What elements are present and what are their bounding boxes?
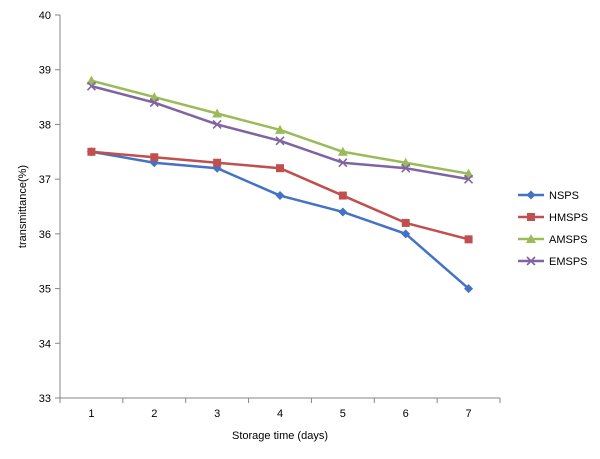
y-tick-label: 38 (39, 119, 51, 131)
y-tick-label: 35 (39, 284, 51, 296)
series-line-nsps (91, 150, 470, 290)
data-point (464, 174, 474, 184)
y-tick-label: 34 (39, 338, 51, 350)
legend-item-emsps: EMSPS (518, 256, 588, 268)
data-point (401, 229, 411, 239)
data-point (338, 207, 348, 217)
legend-item-nsps: NSPS (518, 190, 579, 202)
legend: NSPS HMSPS AMSPS EMSPS (518, 190, 588, 268)
x-axis-ticks: 1 2 3 4 5 6 7 (59, 398, 501, 420)
data-point (87, 147, 96, 156)
x-tick-label: 4 (277, 408, 283, 420)
y-tick-label: 37 (39, 174, 51, 186)
data-point (275, 191, 285, 201)
data-point (275, 136, 285, 146)
x-axis-title: Storage time (days) (232, 430, 328, 442)
data-point (338, 191, 347, 200)
legend-label: EMSPS (549, 256, 588, 268)
series-amsps (86, 75, 474, 178)
x-tick-label: 7 (466, 408, 472, 420)
data-point (212, 108, 223, 118)
y-tick-label: 36 (39, 229, 51, 241)
x-tick-label: 3 (214, 408, 220, 420)
legend-label: HMSPS (549, 212, 588, 224)
legend-marker (526, 234, 536, 243)
data-point (213, 158, 222, 167)
x-tick-label: 1 (88, 408, 94, 420)
data-point (338, 158, 348, 168)
data-point (400, 157, 411, 167)
data-point (401, 163, 411, 173)
data-point (150, 153, 159, 162)
x-tick-label: 2 (151, 408, 157, 420)
data-point (86, 75, 97, 85)
x-tick-label: 6 (403, 408, 409, 420)
data-point (337, 146, 348, 156)
legend-item-hmsps: HMSPS (518, 212, 588, 224)
data-point (463, 168, 474, 178)
data-point (464, 235, 473, 244)
legend-marker (526, 190, 536, 200)
data-point (401, 218, 410, 227)
series-hmsps (87, 147, 473, 244)
data-point (276, 164, 284, 173)
y-axis-ticks: 33 34 35 36 37 38 39 40 (39, 10, 60, 405)
series-group (86, 75, 474, 294)
data-point (149, 92, 160, 102)
data-point (464, 284, 474, 294)
data-point (149, 97, 159, 108)
y-tick-label: 33 (39, 393, 51, 405)
legend-marker (526, 256, 536, 266)
x-tick-label: 5 (340, 408, 346, 420)
legend-marker (527, 213, 535, 221)
y-tick-label: 40 (39, 10, 51, 22)
legend-label: AMSPS (549, 234, 588, 246)
y-tick-label: 39 (39, 65, 51, 77)
legend-label: NSPS (549, 190, 579, 202)
data-point (212, 119, 222, 129)
data-point (86, 81, 96, 91)
series-emsps (86, 81, 474, 184)
axes (59, 15, 500, 399)
data-point (275, 124, 285, 134)
legend-item-amsps: AMSPS (518, 234, 588, 246)
y-axis-title: transmittance(%) (17, 165, 29, 248)
